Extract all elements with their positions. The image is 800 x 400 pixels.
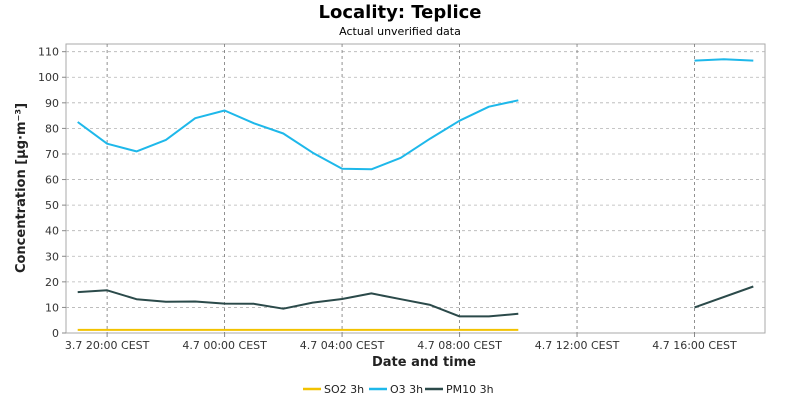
chart-title: Locality: Teplice — [319, 2, 482, 23]
series-line-o3 — [694, 58, 754, 62]
y-tick-label: 0 — [52, 327, 59, 340]
chart-subtitle: Actual unverified data — [339, 25, 461, 38]
legend: SO2 3h O3 3h PM10 3h — [303, 383, 494, 396]
y-tick-label: 30 — [45, 250, 59, 263]
x-tick-label: 4.7 12:00 CEST — [535, 339, 620, 352]
legend-item-o3: O3 3h — [369, 383, 423, 396]
y-tick-label: 40 — [45, 225, 59, 238]
x-tick-label: 4.7 08:00 CEST — [417, 339, 502, 352]
x-tick-label: 3.7 20:00 CEST — [65, 339, 150, 352]
legend-label: O3 3h — [390, 383, 423, 396]
plot-background — [65, 43, 766, 334]
legend-label: SO2 3h — [324, 383, 364, 396]
legend-label: PM10 3h — [446, 383, 494, 396]
series-line-o3 — [77, 99, 519, 171]
x-tick-label: 4.7 04:00 CEST — [300, 339, 385, 352]
legend-item-pm10: PM10 3h — [425, 383, 494, 396]
plot-area — [65, 43, 766, 334]
legend-item-so2: SO2 3h — [303, 383, 364, 396]
series-lines — [77, 58, 754, 331]
y-tick-label: 50 — [45, 199, 59, 212]
y-tick-label: 60 — [45, 174, 59, 187]
y-tick-label: 110 — [38, 46, 59, 59]
x-axis-ticks: 3.7 20:00 CEST 4.7 00:00 CEST 4.7 04:00 CE… — [65, 333, 737, 352]
x-axis-label: Date and time — [372, 355, 476, 370]
x-tick-label: 4.7 00:00 CEST — [182, 339, 267, 352]
y-tick-label: 100 — [38, 71, 59, 84]
series-line-pm10 — [694, 285, 754, 309]
y-tick-label: 10 — [45, 301, 59, 314]
y-axis-ticks: 0 10 20 30 40 50 60 70 80 90 100 110 — [38, 46, 66, 340]
y-tick-label: 90 — [45, 97, 59, 110]
y-axis-label: Concentration [µg·m⁻³] — [14, 103, 29, 273]
y-tick-label: 70 — [45, 148, 59, 161]
series-line-pm10 — [77, 289, 519, 318]
x-tick-label: 4.7 16:00 CEST — [652, 339, 737, 352]
y-tick-label: 80 — [45, 122, 59, 135]
grid-lines — [66, 44, 765, 333]
y-tick-label: 20 — [45, 276, 59, 289]
